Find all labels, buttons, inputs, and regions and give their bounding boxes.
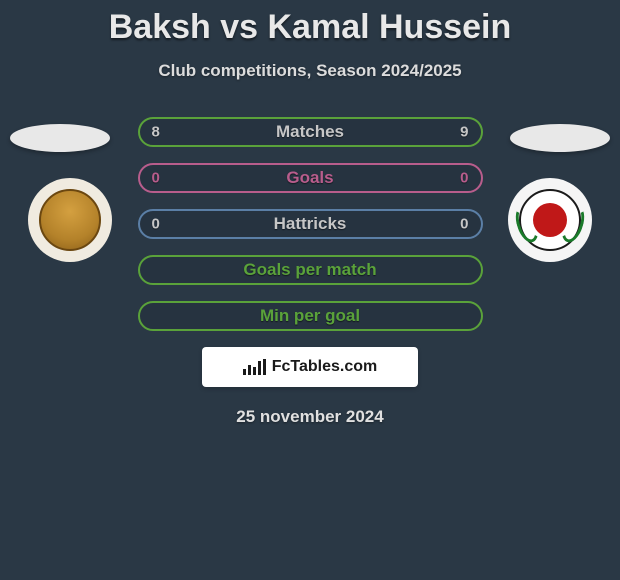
stat-label: Goals (286, 168, 333, 188)
subtitle: Club competitions, Season 2024/2025 (0, 61, 620, 81)
stat-value-left: 0 (152, 216, 160, 233)
stat-value-right: 0 (460, 216, 468, 233)
team-badge-left (28, 178, 112, 262)
stat-row: Min per goal (138, 301, 483, 331)
stat-value-left: 0 (152, 170, 160, 187)
player-photo-right (510, 124, 610, 152)
stat-row: Goals per match (138, 255, 483, 285)
team-badge-right (508, 178, 592, 262)
stat-value-right: 9 (460, 124, 468, 141)
player-photo-left (10, 124, 110, 152)
fctables-badge: FcTables.com (202, 347, 418, 387)
stat-value-right: 0 (460, 170, 468, 187)
crest-icon (39, 189, 101, 251)
stat-value-left: 8 (152, 124, 160, 141)
stat-label: Goals per match (243, 260, 376, 280)
crest-icon (519, 189, 581, 251)
stat-row: 8 Matches 9 (138, 117, 483, 147)
stat-row: 0 Hattricks 0 (138, 209, 483, 239)
stat-label: Matches (276, 122, 344, 142)
fctables-label: FcTables.com (272, 358, 378, 376)
date-label: 25 november 2024 (0, 407, 620, 427)
stat-label: Min per goal (260, 306, 360, 326)
page-title: Baksh vs Kamal Hussein (0, 0, 620, 47)
stat-row: 0 Goals 0 (138, 163, 483, 193)
bar-chart-icon (243, 359, 266, 375)
stat-label: Hattricks (274, 214, 347, 234)
